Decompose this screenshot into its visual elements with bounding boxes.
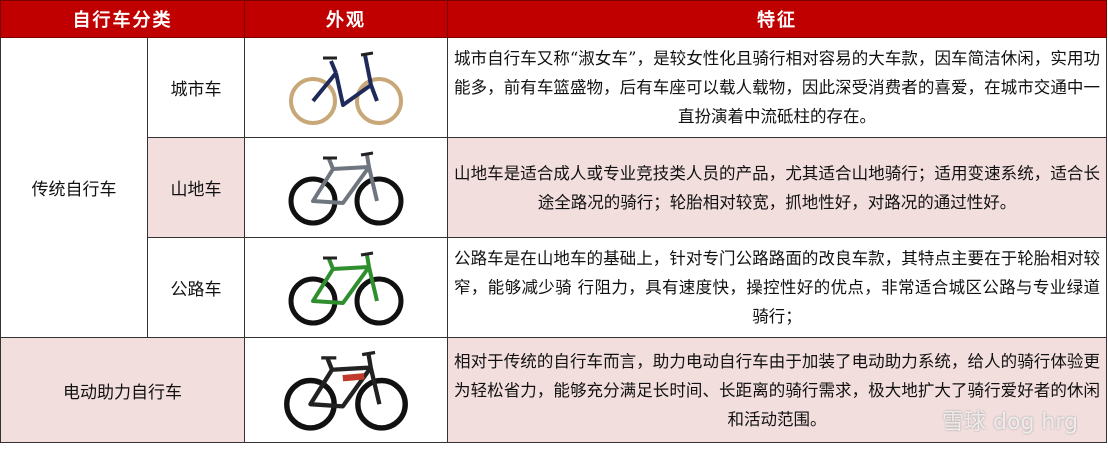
bike-image-cell [244, 137, 448, 238]
table-row: 山地车 山地车是适合成人或专业竞技类人员的产品，尤其适合山地骑行；适用变速系统，… [1, 137, 1107, 238]
features-text: 山地车是适合成人或专业竞技类人员的产品，尤其适合山地骑行；适用变速系统，适合长途… [447, 137, 1107, 238]
type-name: 城市车 [147, 37, 245, 138]
header-appearance: 外观 [244, 0, 448, 38]
bike-image-cell [244, 37, 448, 138]
type-name: 公路车 [147, 237, 245, 338]
bike-image-cell [244, 337, 448, 443]
group-traditional: 传统自行车 [0, 37, 148, 338]
table-row: 电动助力自行车 相对于传统的自行车而言，助力电动自行车由于加装了电动助力系统，给… [0, 337, 1107, 443]
header-row: 自行车分类 外观 特征 [0, 0, 1107, 38]
header-features: 特征 [447, 0, 1107, 38]
group-e-bike: 电动助力自行车 [0, 337, 245, 443]
features-text: 相对于传统的自行车而言，助力电动自行车由于加装了电动助力系统，给人的骑行体验更为… [447, 337, 1107, 443]
table-row: 传统自行车 城市车 城市自行车又称“淑女车”，是较女性化且骑行相对容易的大车款，… [0, 37, 1107, 338]
header-category: 自行车分类 [0, 0, 245, 38]
watermark: 雪球 dog hrg [942, 410, 1078, 435]
e-bike-icon [284, 350, 408, 431]
features-text: 公路车是在山地车的基础上，针对专门公路路面的改良车款，其特点主要在于轮胎相对较窄… [447, 237, 1107, 338]
features-text: 城市自行车又称“淑女车”，是较女性化且骑行相对容易的大车款，因车简洁休闲，实用功… [447, 37, 1107, 138]
mountain-bike-icon [288, 151, 404, 225]
type-name: 山地车 [147, 137, 245, 238]
city-bike-icon [289, 51, 403, 125]
road-bike-icon [288, 251, 404, 325]
table-row: 公路车 公路车是在山地车的基础上，针对专门公路路面的改良车款，其特点主要在于轮胎… [1, 237, 1107, 338]
bike-image-cell [244, 237, 448, 338]
